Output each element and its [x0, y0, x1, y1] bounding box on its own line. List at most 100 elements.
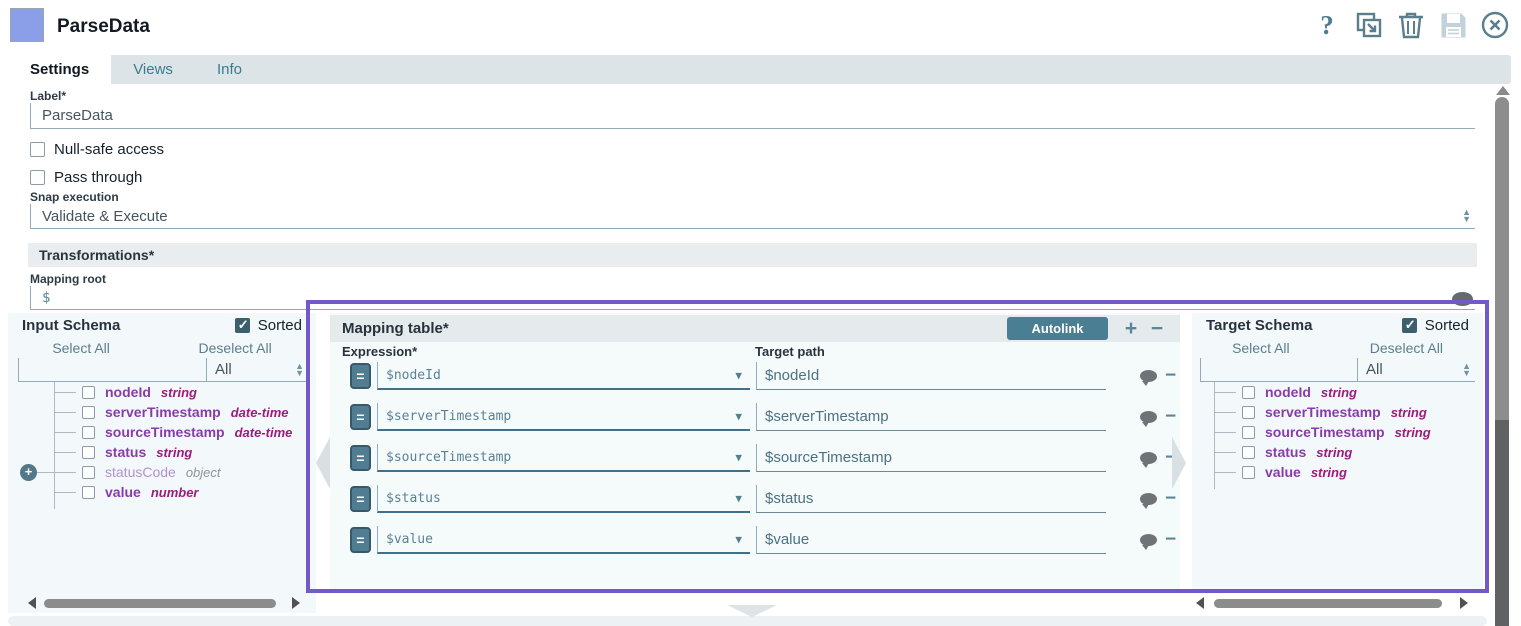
tree-checkbox[interactable]: [82, 445, 95, 459]
expand-plus-icon[interactable]: +: [20, 463, 37, 481]
expression-toggle-button[interactable]: =: [350, 486, 371, 512]
null-safe-access-checkbox[interactable]: [30, 142, 45, 157]
target-path-input[interactable]: $nodeId: [756, 362, 1106, 390]
target-schema-type-dropdown[interactable]: All ▲ ▼: [1357, 358, 1475, 382]
tree-row-statuscode[interactable]: + statusCode object: [20, 462, 314, 482]
tree-checkbox[interactable]: [82, 425, 95, 439]
tree-row-value[interactable]: value string: [1214, 462, 1474, 482]
pass-through-checkbox-row[interactable]: Pass through: [30, 169, 142, 186]
null-safe-access-checkbox-row[interactable]: Null-safe access: [30, 141, 164, 158]
field-type: number: [150, 484, 199, 500]
input-schema-select-all-link[interactable]: Select All: [52, 340, 110, 356]
tree-row-sourcetimestamp[interactable]: sourceTimestamp string: [1214, 422, 1474, 442]
dropdown-arrow-icon[interactable]: ▼: [735, 409, 742, 423]
scroll-left-icon[interactable]: [28, 597, 36, 609]
dropdown-arrow-icon[interactable]: ▼: [735, 450, 742, 464]
scrollbar-thumb[interactable]: [44, 598, 276, 608]
delete-row-icon[interactable]: −: [1165, 488, 1177, 509]
target-schema-select-all-link[interactable]: Select All: [1232, 340, 1290, 356]
target-path-input[interactable]: $status: [756, 485, 1106, 513]
spinner-icon[interactable]: ▲ ▼: [1462, 207, 1471, 224]
target-path-input[interactable]: $serverTimestamp: [756, 403, 1106, 431]
bottom-collapse-handle[interactable]: [727, 605, 777, 617]
tree-row-nodeid[interactable]: nodeId string: [54, 382, 314, 402]
tree-checkbox[interactable]: [1242, 445, 1255, 459]
dropdown-arrow-icon[interactable]: ▼: [735, 368, 742, 382]
target-path-input[interactable]: $sourceTimestamp: [756, 444, 1106, 472]
target-schema-sorted-checkbox[interactable]: [1401, 317, 1417, 333]
expression-toggle-button[interactable]: =: [350, 363, 371, 389]
tab-settings[interactable]: Settings: [8, 55, 112, 84]
input-schema-type-dropdown[interactable]: All ▲ ▼: [206, 358, 308, 382]
drag-dot-icon[interactable]: [1452, 292, 1473, 306]
expression-toggle-button[interactable]: =: [350, 527, 371, 553]
pass-through-checkbox[interactable]: [30, 170, 45, 185]
input-schema-filter-input[interactable]: [18, 358, 206, 382]
collapse-right-handle[interactable]: [1172, 437, 1186, 489]
snap-execution-select[interactable]: Validate & Execute ▲ ▼: [30, 204, 1475, 229]
input-schema-deselect-all-link[interactable]: Deselect All: [198, 340, 272, 356]
expression-input[interactable]: $serverTimestamp ▼: [377, 403, 750, 431]
duplicate-icon[interactable]: [1355, 10, 1383, 40]
dropdown-arrow-icon[interactable]: ▼: [735, 491, 742, 505]
expression-input[interactable]: $sourceTimestamp ▼: [377, 444, 750, 472]
delete-row-icon[interactable]: −: [1165, 529, 1177, 550]
input-schema-sorted-checkbox[interactable]: [234, 317, 250, 333]
scroll-right-icon[interactable]: [292, 597, 300, 609]
collapse-left-handle[interactable]: [316, 437, 330, 489]
target-schema-filter-input[interactable]: [1200, 358, 1357, 382]
delete-row-icon[interactable]: −: [1165, 365, 1177, 386]
tree-checkbox[interactable]: [1242, 405, 1255, 419]
delete-row-icon[interactable]: −: [1165, 406, 1177, 427]
tree-checkbox[interactable]: [82, 485, 95, 499]
tree-row-sourcetimestamp[interactable]: sourceTimestamp date-time: [54, 422, 314, 442]
delete-icon[interactable]: [1397, 10, 1425, 40]
delete-row-icon[interactable]: −: [1165, 447, 1177, 468]
scroll-left-icon[interactable]: [1196, 597, 1204, 609]
expression-toggle-button[interactable]: =: [350, 404, 371, 430]
scroll-up-icon[interactable]: [1496, 86, 1510, 95]
comment-bubble-icon[interactable]: [1140, 493, 1157, 509]
comment-bubble-icon[interactable]: [1140, 452, 1157, 468]
scrollbar-thumb[interactable]: [1214, 598, 1442, 608]
comment-bubble-icon[interactable]: [1140, 411, 1157, 427]
dropdown-arrow-icon[interactable]: ▼: [735, 532, 742, 546]
input-schema-hscrollbar[interactable]: [28, 596, 308, 610]
expression-input[interactable]: $value ▼: [377, 526, 750, 554]
comment-bubble-icon[interactable]: [1140, 370, 1157, 386]
tree-checkbox[interactable]: [1242, 425, 1255, 439]
remove-row-icon[interactable]: −: [1150, 316, 1164, 340]
scroll-right-icon[interactable]: [1460, 597, 1468, 609]
tree-checkbox[interactable]: [1242, 385, 1255, 399]
target-schema-hscrollbar[interactable]: [1196, 596, 1476, 610]
tree-row-servertimestamp[interactable]: serverTimestamp string: [1214, 402, 1474, 422]
comment-bubble-icon[interactable]: [1140, 534, 1157, 550]
mapping-root-input[interactable]: $: [30, 286, 1475, 310]
add-row-icon[interactable]: +: [1124, 316, 1138, 340]
tree-row-nodeid[interactable]: nodeId string: [1214, 382, 1474, 402]
close-icon[interactable]: [1481, 10, 1509, 40]
scrollbar-thumb[interactable]: [1495, 97, 1509, 420]
expression-input[interactable]: $nodeId ▼: [377, 362, 750, 390]
vertical-scrollbar[interactable]: [1493, 84, 1513, 626]
tree-row-status[interactable]: status string: [1214, 442, 1474, 462]
tree-row-status[interactable]: status string: [54, 442, 314, 462]
expression-input[interactable]: $status ▼: [377, 485, 750, 513]
tree-checkbox[interactable]: [82, 385, 95, 399]
save-icon[interactable]: [1439, 10, 1467, 40]
label-input[interactable]: ParseData: [30, 103, 1475, 129]
tree-checkbox[interactable]: [1242, 465, 1255, 479]
target-schema-deselect-all-link[interactable]: Deselect All: [1369, 340, 1443, 356]
tree-row-servertimestamp[interactable]: serverTimestamp date-time: [54, 402, 314, 422]
tree-checkbox[interactable]: [82, 465, 95, 479]
tree-checkbox[interactable]: [82, 405, 95, 419]
scrollbar-thumb-outer[interactable]: [1495, 420, 1509, 626]
tree-row-value[interactable]: value number: [54, 482, 314, 502]
tab-info[interactable]: Info: [216, 61, 242, 78]
autolink-button[interactable]: Autolink: [1007, 317, 1108, 340]
help-icon[interactable]: ?: [1320, 9, 1334, 40]
expression-toggle-button[interactable]: =: [350, 445, 371, 471]
snap-execution-label: Snap execution: [30, 190, 119, 204]
target-path-input[interactable]: $value: [756, 526, 1106, 554]
tab-views[interactable]: Views: [133, 61, 173, 78]
